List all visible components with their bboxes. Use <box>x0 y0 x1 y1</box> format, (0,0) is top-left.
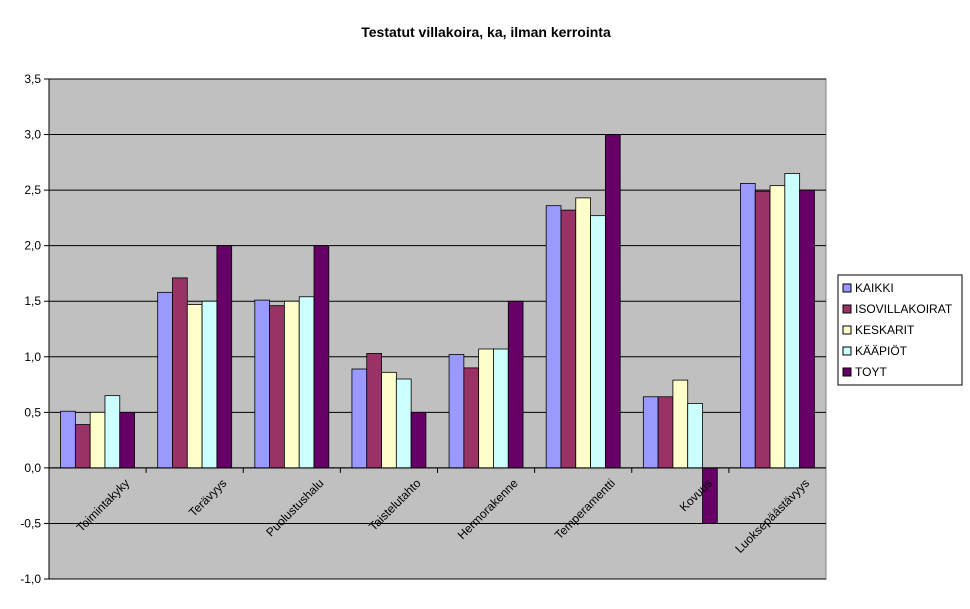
legend-label: TOYT <box>855 365 887 379</box>
bar <box>545 205 562 469</box>
bar <box>201 300 218 469</box>
y-tick-label: 0,0 <box>24 461 41 475</box>
y-tick-label: 3,0 <box>24 128 41 142</box>
bar <box>560 209 577 469</box>
bar <box>687 403 703 469</box>
bar <box>298 296 315 469</box>
y-tick-label: 0,5 <box>24 405 41 419</box>
bar <box>740 183 756 469</box>
legend-swatch <box>842 325 852 335</box>
bar <box>172 277 188 469</box>
bar <box>269 305 285 469</box>
legend-label: KESKARIT <box>855 323 915 337</box>
bar <box>604 134 621 469</box>
bar <box>104 395 121 469</box>
bar <box>799 189 815 469</box>
legend-box <box>837 274 963 386</box>
bar <box>463 367 480 469</box>
bar <box>575 197 591 469</box>
bar <box>366 353 382 469</box>
bar <box>672 379 689 469</box>
y-tick-label: 2,0 <box>24 239 41 253</box>
bar <box>254 299 271 469</box>
plot-area: -1,0-0,50,00,51,01,52,02,53,03,5Toiminta… <box>20 72 827 586</box>
bar <box>351 368 368 469</box>
legend-swatch <box>842 367 852 377</box>
bar <box>657 396 674 469</box>
bar <box>642 396 659 469</box>
bar <box>60 410 76 469</box>
bar <box>381 371 397 469</box>
y-tick-label: 1,0 <box>24 350 41 364</box>
bar <box>186 304 203 469</box>
legend-swatch <box>842 304 852 314</box>
bar <box>157 291 173 469</box>
bar <box>89 411 106 469</box>
bar <box>754 190 771 469</box>
y-tick-label: -0,5 <box>20 516 41 530</box>
bar <box>769 185 786 469</box>
bar <box>216 245 233 469</box>
legend-label: KAIKKI <box>855 281 894 295</box>
legend-swatch <box>842 346 852 356</box>
bar <box>410 411 427 469</box>
legend-label: ISOVILLAKOIRAT <box>855 302 953 316</box>
legend-label: KÄÄPIÖT <box>855 344 908 358</box>
bar <box>448 354 465 469</box>
bar <box>119 411 135 469</box>
legend-swatch <box>842 283 852 293</box>
bar <box>313 245 330 469</box>
bar <box>507 300 524 469</box>
y-tick-label: 3,5 <box>24 72 41 86</box>
bar <box>478 348 494 469</box>
bar <box>590 215 606 469</box>
y-tick-label: 1,5 <box>24 294 41 308</box>
chart-title: Testatut villakoira, ka, ilman kerrointa <box>361 24 611 40</box>
bar <box>284 300 300 469</box>
bar <box>493 348 509 469</box>
y-tick-label: -1,0 <box>20 572 41 586</box>
legend: KAIKKI ISOVILLAKOIRAT KESKARIT KÄÄPIÖT TOYT <box>837 274 963 386</box>
y-tick-label: 2,5 <box>24 183 41 197</box>
bar <box>784 173 801 469</box>
bar <box>74 424 91 469</box>
bar <box>395 378 412 469</box>
